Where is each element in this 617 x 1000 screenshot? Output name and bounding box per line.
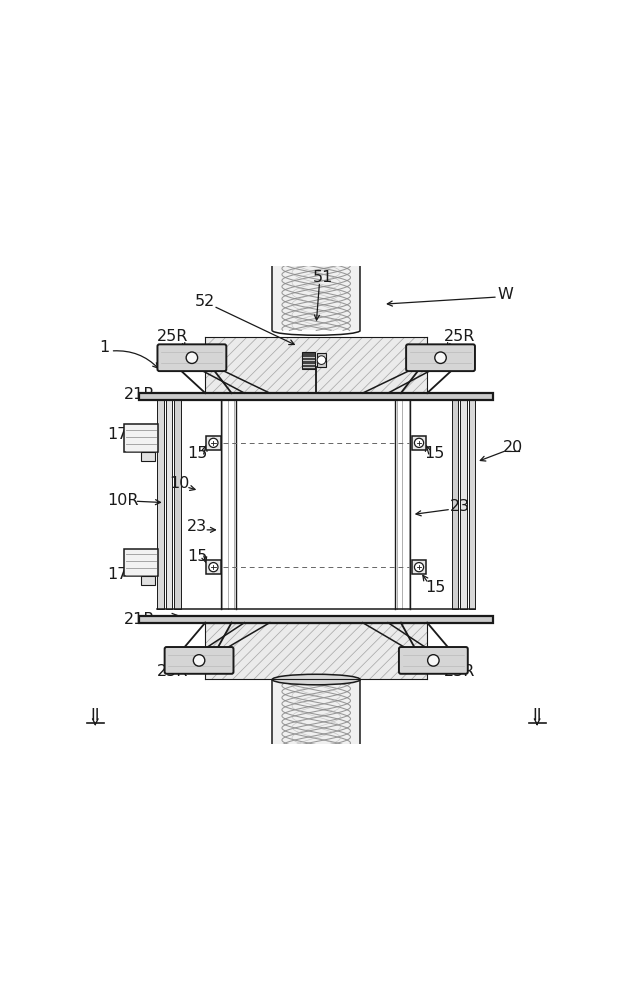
Circle shape — [209, 563, 218, 572]
FancyBboxPatch shape — [165, 647, 233, 674]
FancyBboxPatch shape — [399, 647, 468, 674]
Circle shape — [317, 356, 326, 364]
Text: 10: 10 — [170, 476, 190, 491]
Text: 15: 15 — [424, 446, 445, 461]
Bar — [412, 436, 426, 450]
Bar — [205, 623, 427, 679]
Text: 25R: 25R — [157, 664, 188, 679]
Text: 15: 15 — [188, 446, 208, 461]
Text: 25R: 25R — [444, 329, 475, 344]
Bar — [141, 576, 155, 585]
Text: 17: 17 — [107, 427, 128, 442]
FancyBboxPatch shape — [406, 344, 475, 371]
Text: 15: 15 — [188, 549, 208, 564]
Bar — [412, 560, 426, 574]
Text: 21R: 21R — [123, 387, 155, 402]
Text: 21R: 21R — [123, 612, 155, 627]
Text: 20: 20 — [503, 440, 523, 455]
Circle shape — [415, 438, 424, 447]
Bar — [272, 256, 360, 330]
Text: II: II — [532, 708, 542, 723]
Circle shape — [209, 438, 218, 447]
Ellipse shape — [186, 352, 197, 363]
Bar — [157, 400, 164, 609]
FancyBboxPatch shape — [157, 344, 226, 371]
Text: 52: 52 — [195, 294, 215, 309]
Bar — [452, 400, 458, 609]
Ellipse shape — [435, 352, 446, 363]
Bar — [206, 560, 221, 574]
Text: 51: 51 — [313, 270, 334, 285]
Bar — [141, 452, 155, 461]
Bar — [272, 680, 360, 754]
Bar — [460, 400, 467, 609]
Bar — [139, 616, 493, 623]
Bar — [139, 393, 493, 400]
Bar — [205, 337, 427, 393]
Text: W: W — [497, 287, 513, 302]
Text: 10R: 10R — [107, 493, 138, 508]
Bar — [124, 424, 159, 452]
Bar — [302, 352, 315, 369]
Circle shape — [415, 563, 424, 572]
Bar — [124, 549, 159, 576]
Text: 17: 17 — [107, 567, 128, 582]
Ellipse shape — [272, 251, 360, 262]
Text: 23: 23 — [450, 499, 470, 514]
Text: II: II — [91, 708, 100, 723]
Bar — [469, 400, 476, 609]
Ellipse shape — [193, 655, 205, 666]
Text: 25R: 25R — [157, 329, 188, 344]
Ellipse shape — [272, 674, 360, 685]
Bar — [317, 353, 326, 367]
Ellipse shape — [428, 655, 439, 666]
Text: 25R: 25R — [444, 664, 475, 679]
Text: 1: 1 — [100, 340, 110, 355]
Bar — [206, 436, 221, 450]
Text: 15: 15 — [426, 580, 446, 595]
Bar — [165, 400, 172, 609]
Bar — [174, 400, 181, 609]
Text: 23: 23 — [186, 519, 207, 534]
